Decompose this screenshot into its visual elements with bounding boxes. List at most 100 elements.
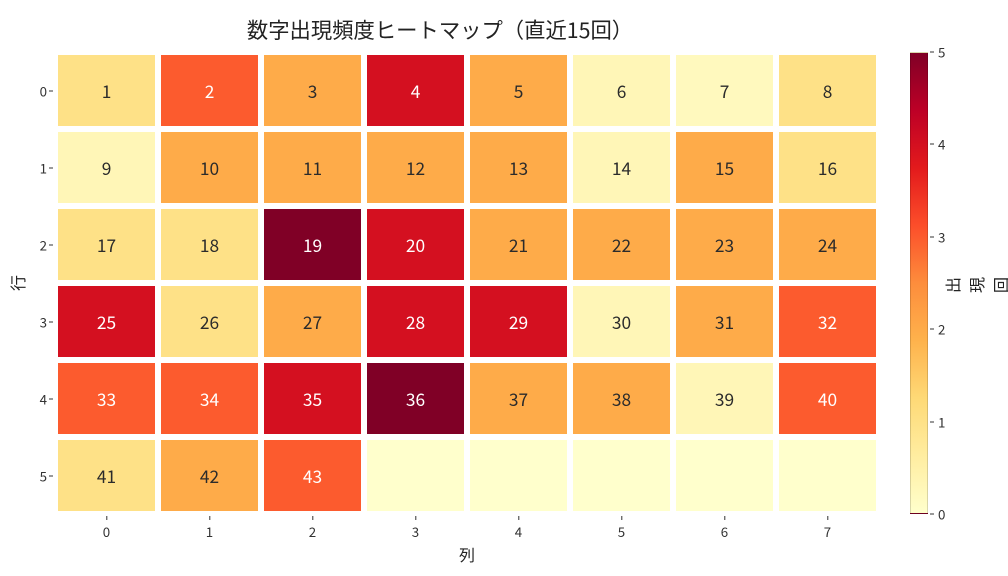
heatmap-grid: 1234567891011121314151617181920212223242…	[55, 52, 879, 514]
heatmap-cell: 34	[158, 360, 261, 437]
cell-number: 25	[97, 309, 116, 334]
heatmap-cell: 22	[570, 206, 673, 283]
heatmap-cell	[570, 437, 673, 514]
cell-number: 23	[715, 232, 734, 257]
cell-number: 24	[818, 232, 837, 257]
cell-number: 9	[102, 155, 112, 180]
cell-number: 27	[303, 309, 322, 334]
heatmap-cell: 5	[467, 52, 570, 129]
heatmap-cell: 33	[55, 360, 158, 437]
cell-number: 21	[509, 232, 528, 257]
heatmap-cell: 4	[364, 52, 467, 129]
heatmap-cell: 6	[570, 52, 673, 129]
x-tick: 1	[206, 522, 213, 541]
heatmap-cell: 25	[55, 283, 158, 360]
colorbar: 012345	[910, 52, 928, 514]
heatmap-cell: 28	[364, 283, 467, 360]
heatmap-cell: 15	[673, 129, 776, 206]
cell-number: 42	[200, 463, 219, 488]
heatmap-cell: 18	[158, 206, 261, 283]
cell-number: 12	[406, 155, 425, 180]
cell-number: 40	[818, 386, 837, 411]
heatmap-cell: 39	[673, 360, 776, 437]
heatmap-cell: 19	[261, 206, 364, 283]
heatmap-cell	[776, 437, 879, 514]
heatmap-cell: 2	[158, 52, 261, 129]
colorbar-label: 出現回数	[940, 273, 1008, 293]
heatmap-cell: 31	[673, 283, 776, 360]
heatmap-cell: 20	[364, 206, 467, 283]
cell-number: 32	[818, 309, 837, 334]
heatmap-cell: 1	[55, 52, 158, 129]
x-tick: 0	[103, 522, 110, 541]
x-tick: 3	[412, 522, 419, 541]
cell-number: 26	[200, 309, 219, 334]
cell-number: 39	[715, 386, 734, 411]
y-tick: 0	[33, 81, 47, 100]
colorbar-tick: 5	[928, 43, 945, 62]
heatmap-cell: 12	[364, 129, 467, 206]
x-tick: 4	[515, 522, 522, 541]
heatmap-cell	[467, 437, 570, 514]
heatmap-cell: 9	[55, 129, 158, 206]
cell-number: 13	[509, 155, 528, 180]
x-tick: 7	[824, 522, 831, 541]
cell-number: 20	[406, 232, 425, 257]
heatmap-cell: 21	[467, 206, 570, 283]
heatmap-cell: 3	[261, 52, 364, 129]
heatmap-cell: 11	[261, 129, 364, 206]
heatmap-cell: 7	[673, 52, 776, 129]
cell-number: 16	[818, 155, 837, 180]
cell-number: 31	[715, 309, 734, 334]
cell-number: 1	[102, 78, 112, 103]
y-tick: 1	[33, 158, 47, 177]
heatmap-cell: 17	[55, 206, 158, 283]
cell-number: 34	[200, 386, 219, 411]
x-tick: 2	[309, 522, 316, 541]
heatmap-cell: 32	[776, 283, 879, 360]
cell-number: 36	[406, 386, 425, 411]
cell-number: 8	[823, 78, 833, 103]
x-tick: 6	[721, 522, 728, 541]
cell-number: 6	[617, 78, 627, 103]
cell-number: 37	[509, 386, 528, 411]
heatmap-cell: 30	[570, 283, 673, 360]
heatmap-cell: 29	[467, 283, 570, 360]
colorbar-tick: 3	[928, 227, 945, 246]
cell-number: 2	[205, 78, 215, 103]
heatmap-cell: 38	[570, 360, 673, 437]
cell-number: 17	[97, 232, 116, 257]
x-tick: 5	[618, 522, 625, 541]
cell-number: 15	[715, 155, 734, 180]
cell-number: 33	[97, 386, 116, 411]
heatmap-cell: 14	[570, 129, 673, 206]
heatmap-cell: 36	[364, 360, 467, 437]
heatmap-cell: 24	[776, 206, 879, 283]
cell-number: 38	[612, 386, 631, 411]
cell-number: 41	[97, 463, 116, 488]
heatmap-cell	[673, 437, 776, 514]
heatmap-cell: 41	[55, 437, 158, 514]
y-axis-label: 行	[5, 275, 29, 291]
y-tick: 4	[33, 389, 47, 408]
heatmap-cell: 8	[776, 52, 879, 129]
colorbar-tick: 2	[928, 320, 945, 339]
cell-number: 14	[612, 155, 631, 180]
cell-number: 43	[303, 463, 322, 488]
heatmap-cell: 43	[261, 437, 364, 514]
chart-title: 数字出現頻度ヒートマップ（直近15回）	[0, 14, 880, 45]
colorbar-tick: 4	[928, 135, 945, 154]
cell-number: 30	[612, 309, 631, 334]
heatmap-cell: 16	[776, 129, 879, 206]
colorbar-tick: 0	[928, 505, 945, 524]
colorbar-gradient	[910, 52, 928, 514]
heatmap-cell: 35	[261, 360, 364, 437]
cell-number: 28	[406, 309, 425, 334]
heatmap-cell: 37	[467, 360, 570, 437]
heatmap-cell: 10	[158, 129, 261, 206]
figure: 数字出現頻度ヒートマップ（直近15回） 12345678910111213141…	[0, 0, 1008, 576]
y-tick: 5	[33, 466, 47, 485]
heatmap-cell	[364, 437, 467, 514]
heatmap-cell: 42	[158, 437, 261, 514]
heatmap-cell: 26	[158, 283, 261, 360]
